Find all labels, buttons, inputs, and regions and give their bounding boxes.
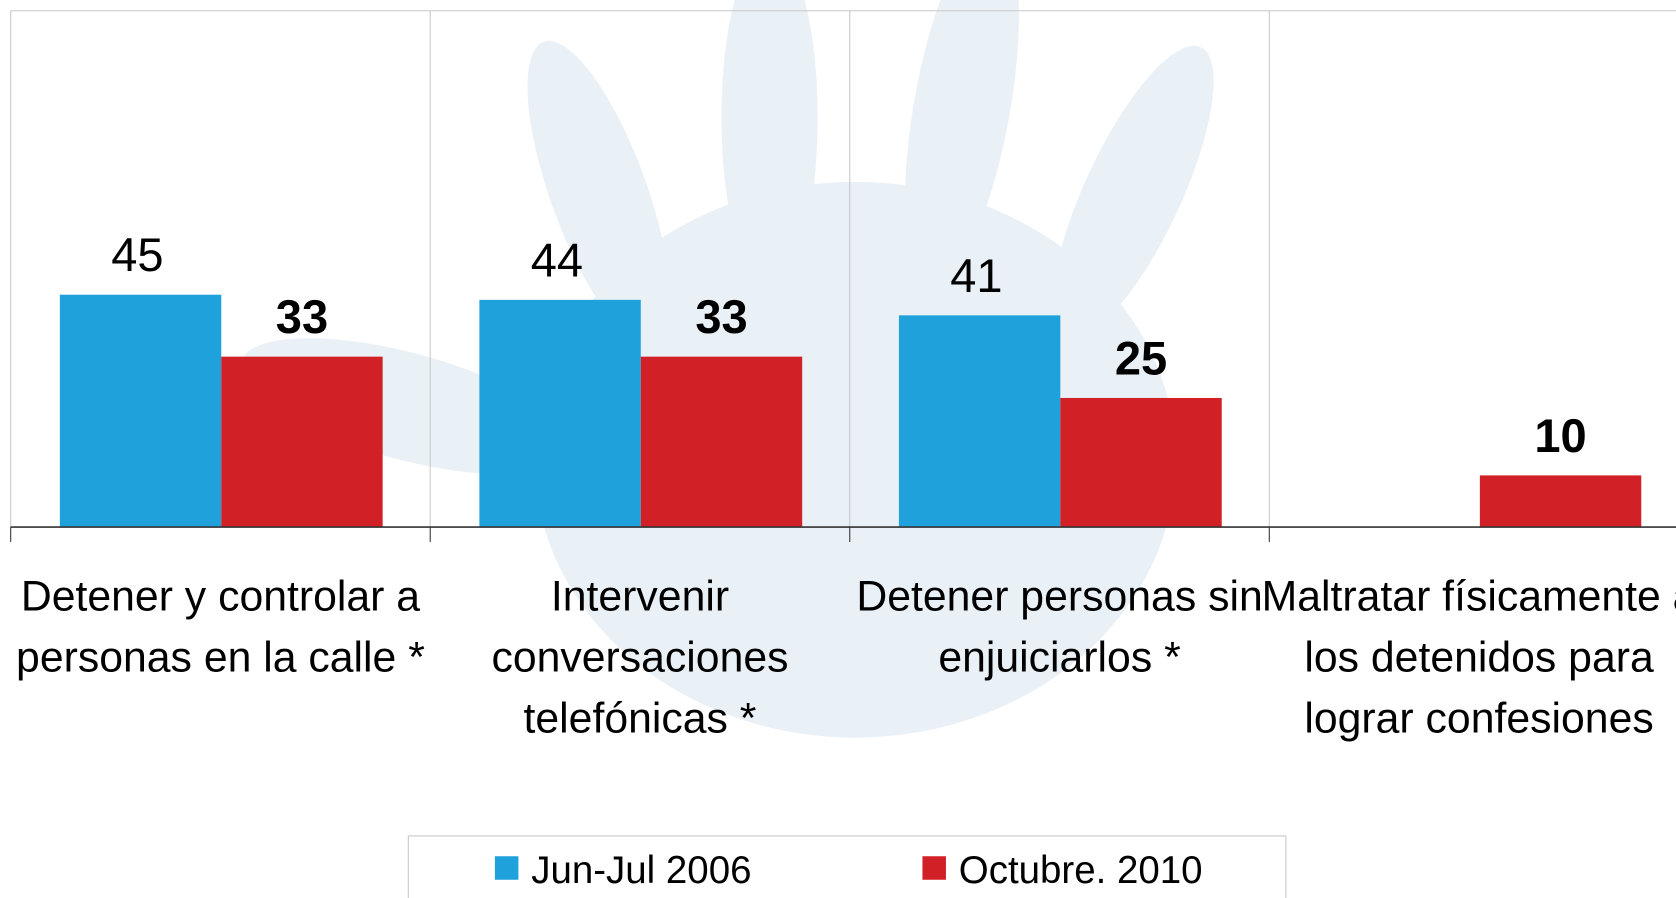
category-label-box: Detener personas sin enjuiciarlos *: [834, 567, 1286, 824]
x-tick-label: Detener personas sin enjuiciarlos *: [834, 567, 1286, 689]
legend-swatch: [495, 856, 519, 880]
category-label-box: Maltratar físicamente a los detenidos pa…: [1253, 567, 1676, 824]
value-label: 45: [111, 228, 163, 281]
legend-swatch: [922, 856, 946, 880]
bar: [1060, 398, 1221, 527]
x-tick-label: Maltratar físicamente a los detenidos pa…: [1253, 567, 1676, 750]
bar: [899, 315, 1060, 527]
value-label: 33: [695, 290, 747, 343]
value-label: 33: [276, 290, 328, 343]
x-tick-label: Detener y controlar a personas en la cal…: [0, 567, 446, 689]
category-label-box: Detener y controlar a personas en la cal…: [0, 567, 446, 824]
value-label: 41: [950, 249, 1002, 302]
bar: [641, 357, 802, 527]
bar: [60, 295, 221, 527]
value-label: 44: [531, 233, 583, 286]
category-label-box: Intervenir conversaciones telefónicas *: [414, 567, 866, 824]
value-label: 10: [1534, 409, 1586, 462]
value-label: 25: [1115, 331, 1167, 384]
page: {"chart_data": {"type": "bar", "categori…: [0, 0, 1676, 898]
bar: [221, 357, 382, 527]
chart: 45 33 Detener y controlar a personas en la…: [0, 0, 1676, 898]
x-tick-label: Intervenir conversaciones telefónicas *: [414, 567, 866, 750]
legend-label: Octubre. 2010: [959, 849, 1203, 892]
bar: [1480, 475, 1641, 527]
bar: [479, 300, 640, 527]
legend-label: Jun-Jul 2006: [531, 849, 751, 892]
